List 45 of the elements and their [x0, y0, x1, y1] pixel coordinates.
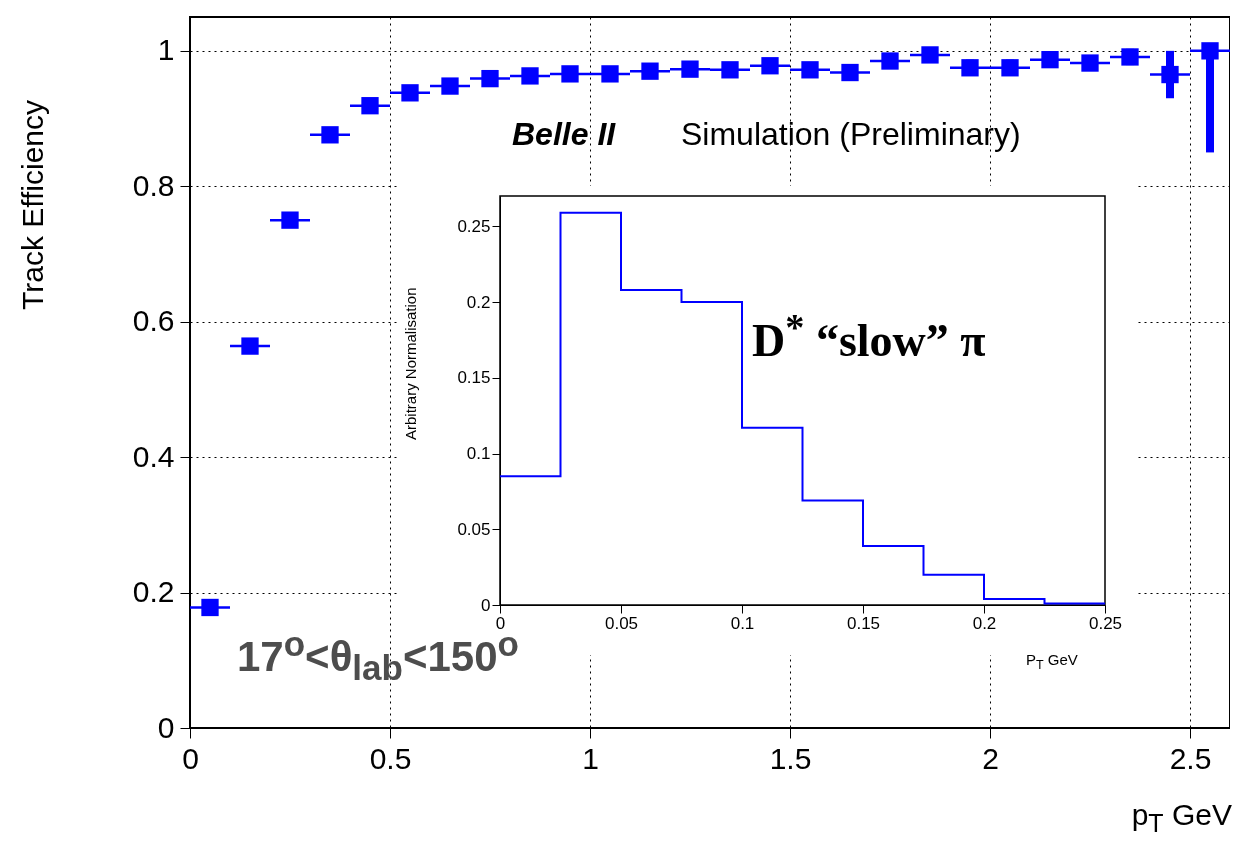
point — [801, 61, 819, 79]
x-tick-label: 0.05 — [604, 613, 639, 633]
point — [881, 52, 899, 70]
x-tick-label: 0.1 — [730, 613, 755, 633]
x-tick-label: 0 — [182, 741, 199, 775]
x-tick-label: 0.5 — [369, 741, 412, 775]
y-tick-label: 0.2 — [466, 292, 491, 312]
point — [321, 126, 339, 144]
y-tick-label: 0.1 — [466, 444, 491, 464]
point — [521, 67, 539, 85]
y-axis-title: Arbitrary Normalisation — [402, 287, 419, 440]
y-tick-label: 1 — [157, 33, 175, 67]
point — [721, 61, 739, 79]
y-tick-label: 0 — [481, 595, 491, 615]
x-axis-title: P$_{T}$ GeV — [1026, 651, 1078, 672]
y-tick-label: 0.4 — [132, 439, 175, 473]
x-tick-label: 0.2 — [972, 613, 997, 633]
x-tick-label: 0.15 — [846, 613, 881, 633]
y-tick-label: 0 — [157, 710, 175, 744]
y-tick-label: 0.25 — [457, 216, 491, 236]
annotation: Belle II — [512, 116, 616, 152]
point — [281, 211, 299, 229]
y-tick-label: 0.15 — [457, 368, 491, 388]
annotation: D$^{*}$ “slow” π — [752, 306, 986, 367]
x-tick-label: 1.5 — [769, 741, 812, 775]
x-tick-label: 2.5 — [1169, 741, 1212, 775]
x-tick-label: 0.25 — [1088, 613, 1123, 633]
point — [761, 57, 779, 75]
annotation: Simulation (Preliminary) — [681, 116, 1021, 152]
point — [401, 84, 419, 102]
point — [561, 65, 579, 83]
y-tick-label: 0.8 — [132, 168, 175, 202]
point — [681, 60, 699, 78]
y-tick-label: 0.05 — [457, 519, 491, 539]
point — [441, 77, 459, 95]
y-tick-label: 0.2 — [132, 575, 175, 609]
point — [641, 62, 659, 80]
x-axis-title: p$_{T}$ GeV — [1131, 798, 1232, 837]
point — [241, 337, 259, 355]
point — [921, 46, 939, 64]
y-tick-label: 0.6 — [132, 304, 175, 338]
y-axis-title: Track Efficiency — [16, 99, 49, 310]
x-tick-label: 1 — [582, 741, 599, 775]
point — [601, 65, 619, 83]
x-tick-label: 2 — [982, 741, 999, 775]
